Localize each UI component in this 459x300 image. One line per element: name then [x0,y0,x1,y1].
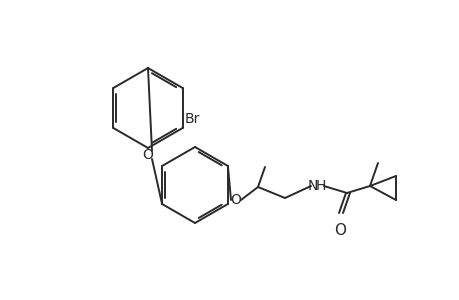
Text: O: O [230,193,241,207]
Text: O: O [142,148,153,162]
Text: H: H [315,179,326,193]
Text: Br: Br [184,112,200,126]
Text: O: O [333,223,345,238]
Text: N: N [308,179,318,193]
